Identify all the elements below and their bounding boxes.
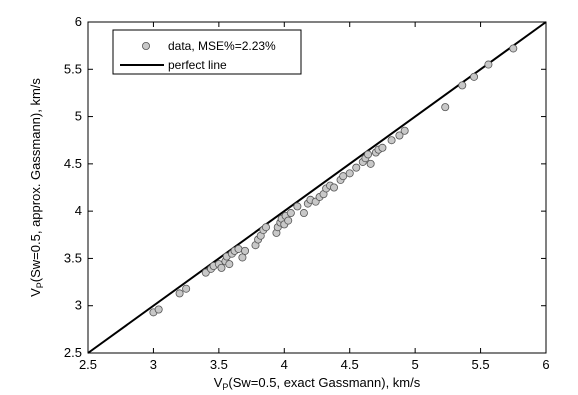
data-point (470, 72, 479, 81)
perfect-line (87, 21, 547, 354)
data-point (395, 131, 404, 140)
y-axis-label: VP(Sw=0.5, approx. Gassmann), km/s (28, 78, 45, 297)
x-axis-label-sub: P (222, 382, 228, 392)
x-tick-label: 4.5 (341, 357, 359, 372)
data-point (509, 44, 518, 53)
data-point (182, 284, 191, 293)
data-point (175, 289, 184, 298)
data-point (364, 150, 373, 159)
data-point (286, 209, 295, 218)
x-tick-label: 3.5 (210, 357, 228, 372)
data-point (441, 103, 450, 112)
x-axis-ticks: 2.5 3 3.5 4 4.5 5 5.5 6 (79, 22, 550, 372)
data-point (299, 209, 308, 218)
y-tick-label: 2.5 (64, 345, 82, 360)
data-point (217, 263, 226, 272)
data-point (339, 172, 348, 181)
x-tick-label: 3 (150, 357, 157, 372)
y-tick-label: 3 (75, 298, 82, 313)
data-points (149, 44, 518, 317)
data-point (238, 253, 247, 262)
data-point (234, 244, 243, 253)
x-tick-label: 2.5 (79, 357, 97, 372)
y-tick-label: 5.5 (64, 61, 82, 76)
data-point (345, 169, 354, 178)
data-point (261, 223, 270, 232)
legend-label-data: data, MSE%=2.23% (168, 39, 276, 53)
y-axis-label-main: V (28, 288, 43, 297)
legend-marker-data (141, 42, 150, 51)
data-point (484, 60, 493, 69)
data-point (241, 246, 250, 255)
x-axis-label: VP(Sw=0.5, exact Gassmann), km/s (214, 375, 421, 392)
data-point (330, 183, 339, 192)
y-tick-label: 5 (75, 109, 82, 124)
y-tick-label: 4.5 (64, 156, 82, 171)
x-tick-label: 5.5 (472, 357, 490, 372)
legend-box (112, 29, 302, 75)
data-point (154, 305, 163, 314)
data-point (225, 260, 234, 269)
y-tick-label: 3.5 (64, 250, 82, 265)
x-tick-label: 4 (281, 357, 288, 372)
x-tick-label: 5 (412, 357, 419, 372)
y-tick-label: 6 (75, 14, 82, 29)
data-point (284, 216, 293, 225)
y-axis-label-sub: P (35, 282, 45, 288)
x-axis-label-rest: (Sw=0.5, exact Gassmann), km/s (228, 375, 420, 390)
data-point (352, 163, 361, 172)
y-axis-ticks: 2.5 3 3.5 4 4.5 5 5.5 6 (64, 14, 546, 360)
y-tick-label: 4 (75, 203, 82, 218)
data-point (366, 159, 375, 168)
data-point (458, 81, 467, 90)
data-point (293, 202, 302, 211)
perfect-line-layer (87, 21, 547, 354)
data-point (400, 126, 409, 135)
data-point (387, 136, 396, 145)
legend-label-perfect: perfect line (168, 58, 227, 72)
x-tick-label: 6 (542, 357, 549, 372)
legend: data, MSE%=2.23% perfect line (112, 29, 302, 75)
y-axis-label-rest: (Sw=0.5, approx. Gassmann), km/s (28, 78, 43, 283)
x-axis-label-main: V (214, 375, 223, 390)
data-point (378, 143, 387, 152)
